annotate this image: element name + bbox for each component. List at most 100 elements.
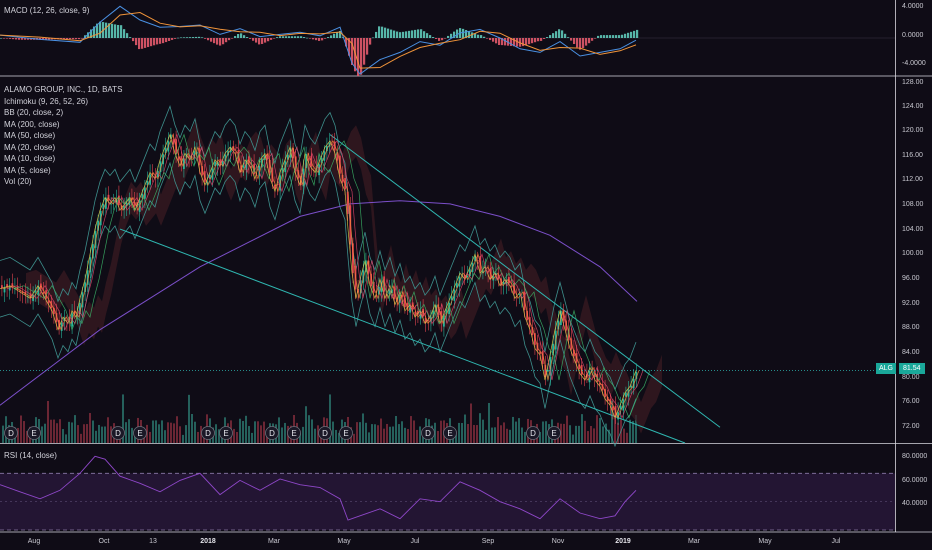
volume-bar [581, 414, 583, 443]
event-marker[interactable]: D [526, 426, 540, 440]
macd-histogram-bar [138, 38, 141, 50]
macd-histogram-bar [606, 35, 609, 38]
candle-body [47, 300, 50, 304]
volume-bar [407, 429, 409, 443]
macd-histogram-bar [195, 36, 198, 38]
volume-bar [248, 426, 250, 443]
indicator-ma5[interactable]: MA (5, close) [4, 165, 51, 175]
candle-body [326, 145, 328, 152]
macd-histogram-bar [456, 29, 459, 38]
event-marker[interactable]: D [4, 426, 18, 440]
event-marker[interactable]: E [339, 426, 353, 440]
event-marker-circle [133, 426, 147, 440]
symbol-badge: ALG [876, 363, 897, 374]
macd-histogram-bar [585, 38, 588, 46]
candle-body [53, 308, 55, 314]
event-marker[interactable]: E [287, 426, 301, 440]
macd-histogram-bar [192, 37, 195, 38]
indicator-vol[interactable]: Vol (20) [4, 177, 32, 186]
volume-bar [185, 425, 187, 443]
volume-bar [485, 429, 487, 443]
macd-histogram-bar [198, 36, 201, 38]
event-marker[interactable]: E [133, 426, 147, 440]
macd-histogram-bar [612, 35, 615, 38]
candle-body [375, 295, 378, 297]
ma10-line [2, 133, 640, 419]
candle-body [630, 385, 632, 388]
macd-histogram-bar [234, 36, 237, 38]
event-marker-circle [339, 426, 353, 440]
indicator-ma10[interactable]: MA (10, close) [4, 154, 56, 163]
candle-body [159, 161, 162, 173]
candle-body [37, 286, 40, 296]
candle-body [604, 389, 606, 397]
volume-bar [479, 413, 481, 443]
volume-bar [578, 425, 580, 443]
x-tick: Nov [551, 538, 565, 545]
macd-histogram-bar [621, 34, 624, 38]
macd-histogram-bar [213, 38, 216, 44]
macd-histogram-bar [555, 31, 558, 38]
candle-body [370, 273, 372, 287]
macd-histogram-bar [39, 38, 42, 40]
event-marker[interactable]: D [265, 426, 279, 440]
volume-bar [164, 430, 166, 443]
candle-body [391, 289, 393, 293]
indicator-ichimoku[interactable]: Ichimoku (9, 26, 52, 26) [4, 96, 89, 106]
macd-histogram-bar [324, 38, 327, 39]
event-marker[interactable]: D [421, 426, 435, 440]
macd-histogram-bar [375, 31, 378, 38]
event-marker-circle [27, 426, 41, 440]
volume-bar [242, 421, 244, 443]
volume-bar [251, 432, 253, 443]
macd-histogram-bar [129, 37, 132, 38]
volume-bar [107, 417, 109, 443]
macd-histogram-bar [201, 37, 204, 38]
macd-histogram-bar [111, 23, 114, 38]
candle-body [359, 280, 362, 294]
event-marker[interactable]: D [318, 426, 332, 440]
macd-histogram-bar [510, 38, 513, 46]
volume-bar [314, 428, 316, 443]
macd-histogram-bar [450, 33, 453, 38]
volume-bar [599, 418, 601, 443]
candle-body [248, 156, 250, 164]
volume-bar [560, 423, 562, 443]
ma200-line [0, 200, 638, 406]
volume-bar [473, 424, 475, 443]
macd-histogram-bar [573, 38, 576, 44]
macd-histogram-bar [441, 38, 444, 41]
indicator-ma50[interactable]: MA (50, close) [4, 131, 56, 140]
event-marker[interactable]: E [219, 426, 233, 440]
last-price-value: 81.54 [899, 363, 925, 374]
event-marker[interactable]: D [201, 426, 215, 440]
indicator-ma200[interactable]: MA (200, close) [4, 119, 60, 129]
event-marker[interactable]: D [111, 426, 125, 440]
macd-histogram-bar [291, 36, 294, 38]
candle-body [495, 273, 497, 275]
event-marker[interactable]: E [547, 426, 561, 440]
volume-bar [602, 426, 604, 443]
volume-bar [518, 418, 520, 443]
macd-histogram-bar [21, 38, 24, 40]
candle-body [469, 269, 471, 276]
macd-histogram-bar [402, 31, 405, 38]
volume-bar [149, 431, 151, 443]
macd-histogram-bar [237, 34, 240, 38]
indicator-ma20[interactable]: MA (20, close) [4, 142, 56, 152]
indicator-bb[interactable]: BB (20, close, 2) [4, 108, 64, 117]
volume-bar [542, 421, 544, 443]
macd-histogram-bar [504, 38, 507, 46]
volume-bar [284, 422, 286, 443]
macd-histogram-bar [6, 38, 9, 39]
event-marker-label: E [343, 429, 348, 438]
event-marker[interactable]: E [443, 426, 457, 440]
candle-body [427, 320, 430, 322]
macd-histogram-bar [390, 29, 393, 38]
macd-histogram-bar [603, 35, 606, 38]
event-marker[interactable]: E [27, 426, 41, 440]
candle-body [411, 302, 414, 310]
candle-body [349, 205, 352, 245]
volume-bar [383, 428, 385, 443]
